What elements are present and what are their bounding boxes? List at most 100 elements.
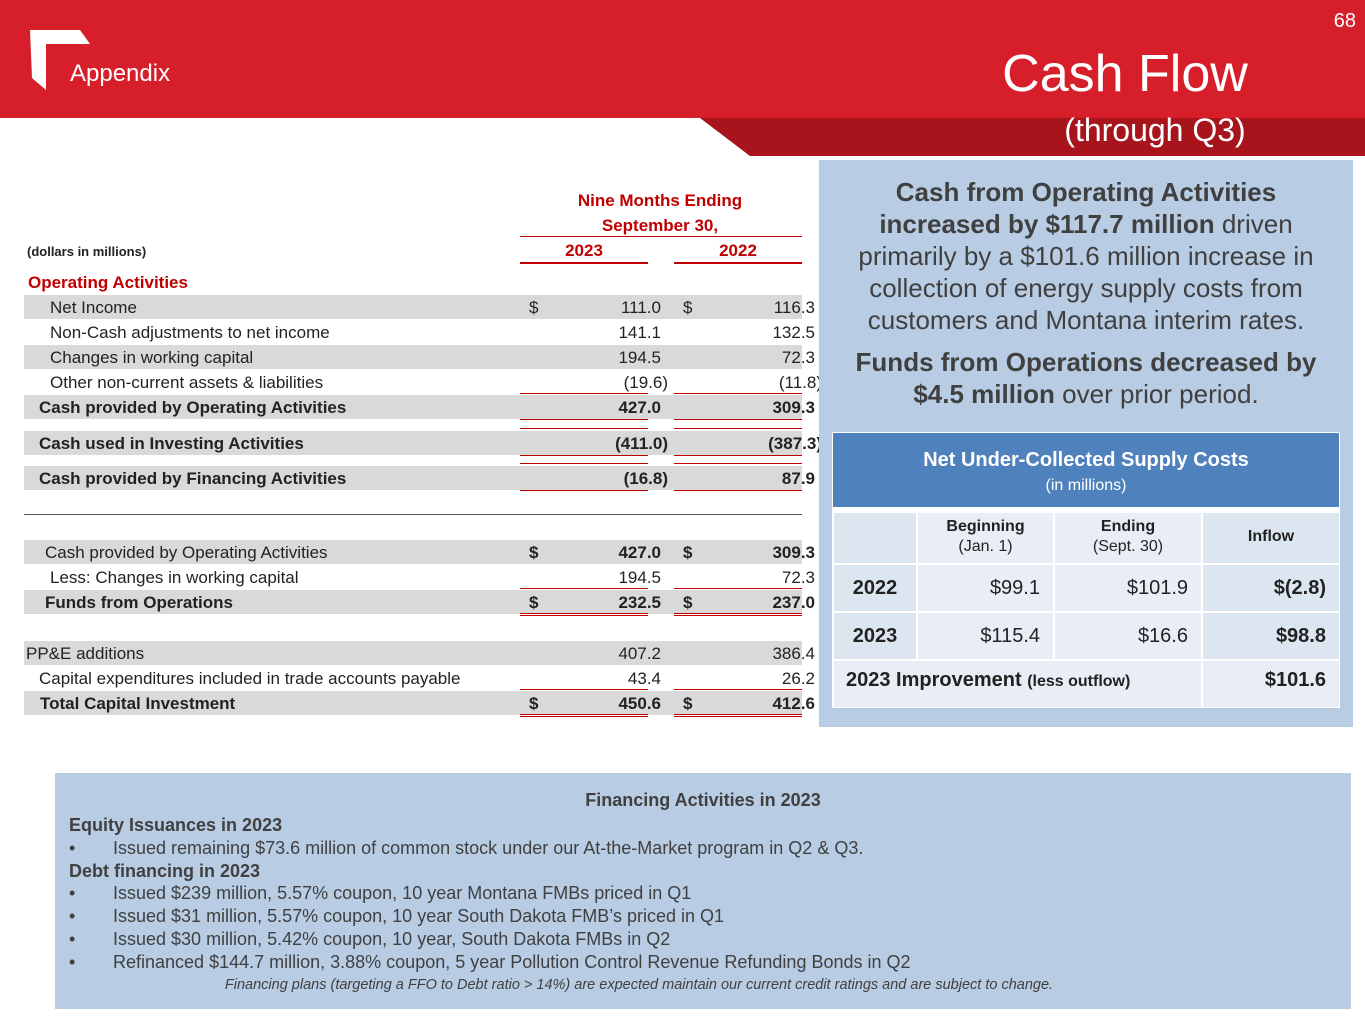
row-label: Other non-current assets & liabilities [50, 373, 324, 392]
grid-cell: $115.4 [918, 613, 1053, 659]
table-row: Non-Cash adjustments to net income 141.1… [24, 320, 815, 344]
debt-heading: Debt financing in 2023 [69, 861, 261, 881]
sum-rule [674, 588, 802, 589]
sum-rule [674, 463, 802, 464]
table-row: Capital expenditures included in trade a… [24, 666, 815, 690]
row-year: 2023 [852, 625, 898, 647]
double-rule [674, 714, 802, 717]
supply-costs-title: Net Under-Collected Supply Costs [923, 449, 1249, 471]
supply-costs-units: (in millions) [1045, 477, 1127, 494]
operating-activities-heading: Operating Activities [28, 273, 188, 292]
row-label: Net Income [50, 298, 137, 317]
grid-cell: $99.1 [918, 565, 1053, 611]
value-2022: 72.3 [781, 348, 815, 367]
page-title: Cash Flow [1002, 45, 1248, 103]
improvement-note: (less outflow) [1027, 673, 1131, 690]
row-label: Non-Cash adjustments to net income [50, 323, 330, 342]
supply-costs-header: Net Under-Collected Supply Costs (in mil… [833, 433, 1339, 507]
grid-cell: 2022 [834, 565, 916, 611]
grid-cell: Ending (Sept. 30) [1055, 513, 1201, 563]
begin-value: $99.1 [989, 577, 1040, 599]
value-2023: 450.6 [618, 694, 661, 713]
inflow-value: $98.8 [1275, 625, 1326, 647]
end-value: $101.9 [1126, 577, 1188, 599]
value-2023: 427.0 [618, 543, 661, 562]
row-label: PP&E additions [26, 644, 145, 663]
table-row: Funds from Operations $ 232.5 $ 237.0 [24, 590, 815, 614]
end-value: $16.6 [1137, 625, 1188, 647]
sum-rule [674, 428, 802, 429]
section-label: Appendix [70, 60, 171, 87]
value-2022: 309.3 [772, 398, 815, 417]
grid-cell: 2023 [834, 613, 916, 659]
value-2023: 141.1 [618, 323, 661, 342]
grid-cell: Inflow [1203, 513, 1339, 563]
company-logo [30, 30, 90, 90]
value-2022: 87.9 [781, 469, 815, 488]
period-underline [520, 236, 802, 237]
row-label: Capital expenditures included in trade a… [39, 669, 461, 688]
grid-cell [834, 513, 916, 563]
financing-footnote: Financing plans (targeting a FFO to Debt… [224, 977, 1054, 993]
header-accent-stripe [0, 118, 1365, 156]
improvement-value: $101.6 [1264, 669, 1326, 691]
operating-summary: Cash from Operating Activities increased… [832, 176, 1340, 336]
row-label: Total Capital Investment [40, 694, 236, 713]
double-rule [520, 714, 648, 717]
grid-cell: Beginning (Jan. 1) [918, 513, 1053, 563]
period-heading-date: September 30, [601, 216, 719, 235]
value-2023: (19.6) [623, 373, 668, 392]
year-2023-header: 2023 [565, 241, 603, 260]
total-rule [520, 490, 648, 491]
bullet: • [69, 952, 76, 972]
dollar-sign: $ [529, 298, 539, 317]
page-subtitle: (through Q3) [1064, 112, 1246, 148]
col-inflow: Inflow [1247, 528, 1295, 545]
grid-cell: $101.9 [1055, 565, 1201, 611]
table-row: PP&E additions 407.2 386.4 [24, 641, 815, 665]
row-label: Less: Changes in working capital [50, 568, 299, 587]
row-year: 2022 [852, 577, 898, 599]
value-2023: 111.0 [620, 298, 661, 317]
sum-rule [520, 463, 648, 464]
bullet: • [69, 929, 76, 949]
grid-cell: $98.8 [1203, 613, 1339, 659]
row-label: Cash provided by Operating Activities [45, 543, 328, 562]
period-heading: Nine Months Ending [577, 191, 743, 210]
debt-item: Refinanced $144.7 million, 3.88% coupon,… [113, 952, 911, 972]
sum-rule [674, 393, 802, 394]
value-2022: 26.2 [781, 669, 815, 688]
value-2022: 116.3 [773, 298, 815, 317]
operating-summary-bold: Cash from Operating Activities increased… [879, 177, 1277, 239]
sum-rule [520, 588, 648, 589]
improvement-label-wrap: 2023 Improvement (less outflow) [846, 669, 1130, 692]
units-note: (dollars in millions) [27, 244, 147, 259]
table-row: Cash provided by Operating Activities $ … [24, 540, 815, 564]
section-divider [24, 514, 802, 515]
value-2023: 427.0 [618, 398, 661, 417]
ffo-summary-rest: over prior period. [1054, 379, 1259, 409]
table-row: Cash provided by Financing Activities (1… [24, 466, 815, 490]
value-2022: 412.6 [772, 694, 815, 713]
dollar-sign: $ [529, 694, 539, 713]
sum-rule [520, 689, 648, 690]
col-ending: Ending [1100, 518, 1156, 535]
total-rule [674, 490, 802, 491]
sum-rule [674, 689, 802, 690]
dollar-sign: $ [683, 543, 693, 562]
total-rule [674, 419, 802, 420]
page-number: 68 [1333, 10, 1356, 32]
value-2022: 386.4 [772, 644, 815, 663]
row-label: Cash used in Investing Activities [39, 434, 304, 453]
grid-cell: $(2.8) [1203, 565, 1339, 611]
equity-item: Issued remaining $73.6 million of common… [113, 838, 864, 858]
bullet: • [69, 906, 76, 926]
debt-item: Issued $31 million, 5.57% coupon, 10 yea… [113, 906, 725, 926]
begin-value: $115.4 [980, 625, 1040, 647]
total-rule [520, 419, 648, 420]
row-label: Cash provided by Financing Activities [39, 469, 347, 488]
year-2022-header: 2022 [719, 241, 757, 260]
value-2023: 194.5 [618, 568, 661, 587]
row-label: Funds from Operations [45, 593, 233, 612]
ffo-summary: Funds from Operations decreased by $4.5 … [832, 346, 1340, 410]
